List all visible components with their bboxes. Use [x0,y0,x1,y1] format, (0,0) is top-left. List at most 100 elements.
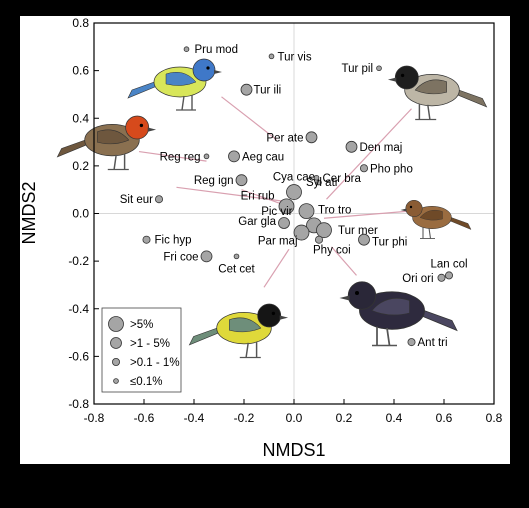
point-label: Pru mod [195,44,238,56]
data-point [316,179,322,186]
legend-label: >0.1 - 1% [130,357,180,369]
point-label: Aeg cau [242,151,284,163]
great-tit-illustration [188,303,289,359]
data-point [376,65,382,72]
point-label: Fri coe [163,251,198,263]
connector-line [331,246,357,276]
y-tick-label: -0.4 [68,302,89,316]
point-label: Cya cae [273,172,315,184]
point-label: Ori ori [402,273,433,285]
point-label: Ant tri [418,337,448,349]
data-point [286,184,302,200]
point-label: Fic hyp [155,235,192,247]
data-point [233,253,240,260]
data-point [316,222,332,239]
data-point [183,46,190,52]
y-tick-label: 0.2 [72,159,89,173]
data-point [200,250,213,263]
data-point [314,235,323,244]
legend-label: >1 - 5% [130,338,170,350]
x-axis-label: NMDS1 [262,440,325,460]
data-point [345,140,358,153]
y-tick-label: -0.2 [68,254,89,268]
point-label: Cet cet [218,263,255,275]
point-label: Tur ili [254,85,282,97]
x-tick-label: 0.8 [486,411,503,425]
x-tick-label: -0.2 [234,411,255,425]
point-label: Phy coi [313,245,351,257]
nmds-scatter-chart: Pru mod Tur vis Tur pil Tur ili Per ate Den m… [19,16,503,460]
point-label: Pho pho [370,163,413,175]
x-tick-label: -0.4 [184,411,205,425]
legend-symbol [108,316,124,332]
data-point [358,233,370,246]
connector-line [241,189,282,205]
point-label: Syl atr [306,177,339,189]
wren-illustration [400,199,472,239]
x-axis: -0.8 -0.6 -0.4 -0.2 0.0 0.2 0.4 0.6 0.8 [84,399,503,425]
legend-label: ≤0.1% [130,376,163,388]
point-label: Per ate [266,132,303,144]
y-tick-label: 0.4 [72,111,89,125]
data-point [437,273,446,282]
point-label: Lan col [430,258,467,270]
data-point [278,217,290,229]
connector-line [263,248,290,288]
y-tick-label: 0.0 [72,207,89,221]
point-label: Gar gla [238,216,276,228]
x-tick-label: -0.6 [134,411,155,425]
data-point [142,235,151,244]
bird-illustrations [56,58,488,359]
point-label: Par maj [258,236,298,248]
size-legend: >5% >1 - 5% >0.1 - 1% ≤0.1% [101,307,182,393]
data-point [359,164,368,173]
x-tick-label: -0.8 [84,411,105,425]
data-point [313,174,320,181]
point-label: Cer bra [323,173,362,185]
illustration-connectors [138,96,412,288]
legend-symbol [113,378,119,384]
point-labels: Pru mod Tur vis Tur pil Tur ili Per ate Den m… [120,44,468,349]
data-point [293,224,310,241]
data-point [154,195,163,204]
figure-canvas: Pru mod Tur vis Tur pil Tur ili Per ate Den m… [19,16,510,464]
point-label: Tur pil [341,63,373,75]
point-label: Reg ign [194,175,234,187]
data-point [235,174,248,187]
legend-symbol [112,357,121,366]
point-label: Eri rub [241,190,275,202]
robin-illustration [56,115,157,171]
connector-line [221,96,277,141]
y-axis-label: NMDS2 [20,181,39,244]
point-label: Tro tro [318,204,351,216]
connector-line [138,150,207,162]
blackbird-illustration [339,281,458,347]
data-points [142,46,453,347]
blackcap-illustration [387,65,488,121]
y-tick-label: -0.8 [68,397,89,411]
data-point [298,203,315,220]
point-label: Tur mer [338,225,378,237]
data-point [228,150,240,163]
data-point [278,198,295,215]
y-tick-label: 0.8 [72,16,89,30]
data-point [305,131,318,144]
x-tick-label: 0.0 [286,411,303,425]
point-label: Tur phi [372,237,407,249]
point-label: Tur vis [278,51,312,63]
x-tick-label: 0.2 [336,411,353,425]
x-tick-label: 0.4 [386,411,403,425]
y-axis: 0.8 0.6 0.4 0.2 0.0 -0.2 -0.4 -0.6 -0.8 [68,16,99,411]
legend-label: >5% [130,319,153,331]
point-label: Den maj [360,142,403,154]
connector-line [323,210,410,219]
data-point [268,53,275,60]
data-point [407,338,416,347]
y-tick-label: -0.6 [68,349,89,363]
connector-line [326,108,412,200]
point-label: Reg reg [160,151,201,163]
data-point [203,153,210,160]
legend-symbol [110,337,122,349]
blue-tit-illustration [127,58,222,111]
point-label: Pic vir [261,206,292,218]
